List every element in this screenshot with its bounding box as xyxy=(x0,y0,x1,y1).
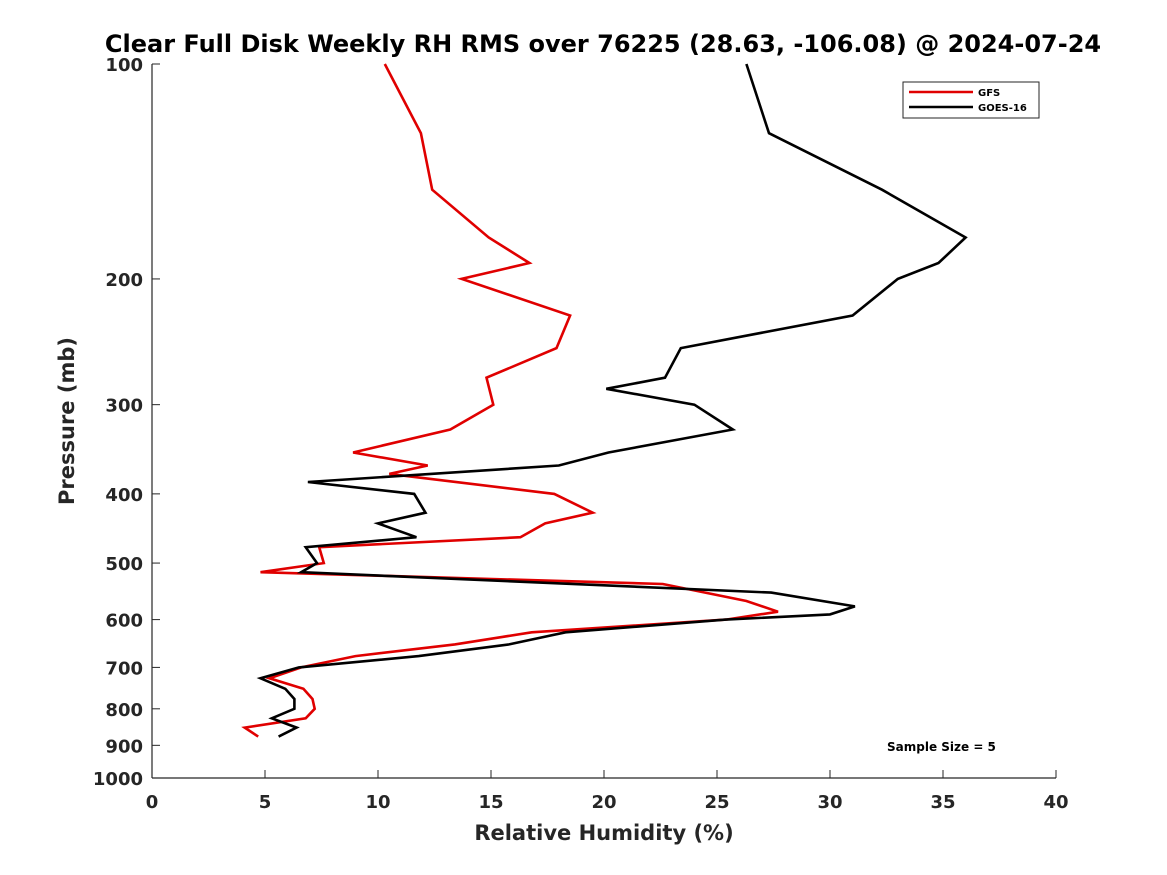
x-axis-ticks: 0 5 10 15 20 25 30 35 40 xyxy=(146,770,1069,813)
y-tick-label: 900 xyxy=(105,736,143,757)
x-tick-label: 20 xyxy=(591,792,616,813)
x-tick-label: 10 xyxy=(365,792,390,813)
y-tick-label: 1000 xyxy=(93,769,143,790)
y-tick-label: 400 xyxy=(105,485,143,506)
x-tick-label: 5 xyxy=(259,792,272,813)
sample-size-annotation: Sample Size = 5 xyxy=(887,740,996,754)
legend-box xyxy=(902,81,1040,119)
x-tick-label: 40 xyxy=(1043,792,1068,813)
y-tick-label: 800 xyxy=(105,700,143,721)
x-axis-label: Relative Humidity (%) xyxy=(474,821,733,845)
x-tick-label: 0 xyxy=(146,792,159,813)
x-tick-label: 15 xyxy=(478,792,503,813)
series-lines xyxy=(241,63,968,738)
x-tick-label: 30 xyxy=(817,792,842,813)
y-tick-label: 700 xyxy=(105,658,143,679)
series-line-goes16 xyxy=(256,63,968,738)
legend-label-gfs: GFS xyxy=(978,88,1000,99)
plot-area: 0 5 10 15 20 25 30 35 40 100 200 300 400 500 600 700 80… xyxy=(93,55,1069,813)
chart-title: Clear Full Disk Weekly RH RMS over 76225… xyxy=(105,30,1101,58)
y-tick-label: 200 xyxy=(105,270,143,291)
y-tick-label: 100 xyxy=(105,55,143,76)
y-axis-label: Pressure (mb) xyxy=(55,337,79,505)
series-line-gfs xyxy=(241,63,779,738)
y-tick-label: 300 xyxy=(105,396,143,417)
legend-label-goes16: GOES-16 xyxy=(978,103,1027,114)
x-tick-label: 35 xyxy=(930,792,955,813)
legend: GFS GOES-16 xyxy=(902,81,1040,119)
y-tick-label: 500 xyxy=(105,554,143,575)
y-axis-ticks: 100 200 300 400 500 600 700 800 900 1000 xyxy=(93,55,160,790)
x-tick-label: 25 xyxy=(704,792,729,813)
y-tick-label: 600 xyxy=(105,611,143,632)
plot-background xyxy=(152,64,1056,778)
